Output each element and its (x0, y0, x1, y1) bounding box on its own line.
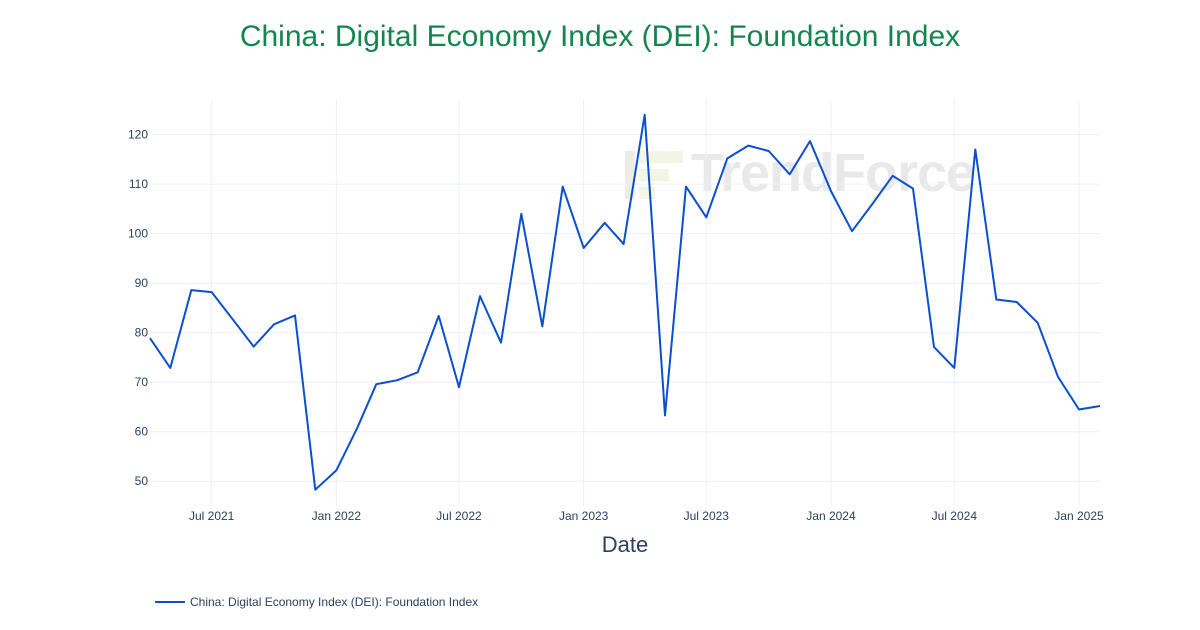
data-point[interactable] (931, 344, 937, 350)
data-point[interactable] (518, 211, 524, 217)
data-point[interactable] (167, 365, 173, 371)
x-tick-label: Jan 2022 (312, 509, 362, 523)
y-tick-label: 100 (128, 227, 148, 241)
y-tick-label: 60 (135, 425, 149, 439)
data-point[interactable] (621, 241, 627, 247)
watermark-text: TrendForce (691, 143, 976, 203)
y-axis-ticks: 50 60 70 80 90 100 110 120 (128, 128, 148, 489)
data-point[interactable] (271, 321, 277, 327)
x-tick-label: Jul 2024 (932, 509, 978, 523)
data-point[interactable] (662, 412, 668, 418)
y-tick-label: 110 (129, 177, 148, 191)
chart-title: China: Digital Economy Index (DEI): Foun… (239, 20, 961, 53)
data-point[interactable] (828, 188, 834, 194)
series-line (149, 113, 1101, 491)
data-point[interactable] (683, 184, 689, 190)
data-point[interactable] (724, 155, 730, 161)
data-point[interactable] (602, 220, 608, 226)
data-point[interactable] (1097, 403, 1103, 409)
y-tick-label: 70 (135, 375, 149, 389)
data-point[interactable] (642, 112, 648, 118)
data-point[interactable] (910, 186, 916, 192)
data-point[interactable] (1076, 406, 1082, 412)
data-point[interactable] (993, 297, 999, 303)
data-point[interactable] (869, 202, 875, 208)
data-point[interactable] (147, 335, 153, 341)
trendforce-watermark: TrendForce (625, 142, 976, 204)
data-point[interactable] (188, 287, 194, 293)
grid-lines (150, 100, 1100, 506)
data-point[interactable] (415, 369, 421, 375)
data-point[interactable] (209, 289, 215, 295)
x-tick-label: Jul 2023 (684, 509, 730, 523)
data-point[interactable] (230, 316, 236, 322)
data-point[interactable] (787, 171, 793, 177)
data-point[interactable] (766, 148, 772, 154)
data-point[interactable] (456, 384, 462, 390)
data-point[interactable] (849, 228, 855, 234)
data-point[interactable] (1014, 299, 1020, 305)
data-point[interactable] (972, 147, 978, 153)
data-point[interactable] (333, 467, 339, 473)
y-tick-label: 120 (128, 128, 148, 142)
data-point[interactable] (498, 340, 504, 346)
x-tick-label: Jul 2022 (436, 509, 482, 523)
data-point[interactable] (436, 313, 442, 319)
data-point[interactable] (703, 214, 709, 220)
data-point[interactable] (890, 173, 896, 179)
x-tick-label: Jul 2021 (189, 509, 235, 523)
data-point[interactable] (373, 381, 379, 387)
legend[interactable]: China: Digital Economy Index (DEI): Foun… (155, 595, 478, 609)
x-tick-label: Jan 2024 (806, 509, 856, 523)
legend-line-swatch (155, 601, 185, 603)
data-point[interactable] (292, 312, 298, 318)
data-point[interactable] (560, 184, 566, 190)
y-tick-label: 80 (135, 326, 149, 340)
y-tick-label: 50 (135, 474, 149, 488)
data-point[interactable] (1055, 374, 1061, 380)
data-point[interactable] (951, 365, 957, 371)
data-point[interactable] (581, 245, 587, 251)
y-tick-label: 90 (135, 276, 149, 290)
x-tick-label: Jan 2023 (559, 509, 609, 523)
data-point[interactable] (807, 138, 813, 144)
data-point[interactable] (394, 377, 400, 383)
x-axis-label: Date (601, 532, 649, 557)
legend-entry-label: China: Digital Economy Index (DEI): Foun… (190, 595, 479, 609)
data-point[interactable] (539, 323, 545, 329)
data-points (147, 112, 1103, 493)
data-point[interactable] (312, 487, 318, 493)
trendforce-logo-icon (625, 147, 683, 199)
data-point[interactable] (251, 344, 257, 350)
data-point[interactable] (745, 143, 751, 149)
data-point[interactable] (1035, 320, 1041, 326)
x-axis-ticks: Jul 2021 Jan 2022 Jul 2022 Jan 2023 Jul 2023… (189, 509, 1104, 523)
data-point[interactable] (477, 293, 483, 299)
x-tick-label: Jan 2025 (1054, 509, 1104, 523)
data-point[interactable] (354, 425, 360, 431)
